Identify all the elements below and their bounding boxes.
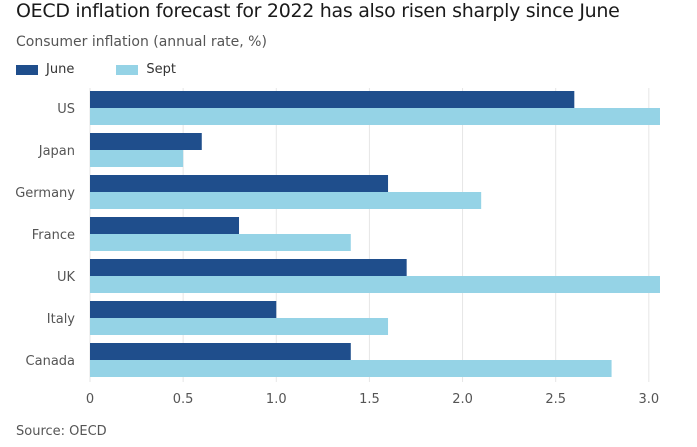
legend-label-sept: Sept [146,62,176,77]
y-tick-label: UK [57,270,76,285]
y-tick-label: Italy [47,312,76,327]
legend-swatch-sept [116,64,139,75]
chart-title: OECD inflation forecast for 2022 has als… [16,0,620,22]
y-tick-label: US [57,102,75,117]
source-note: Source: OECD [16,424,107,439]
bar-sept-japan [90,150,184,167]
x-tick-label: 0 [86,392,94,407]
bar-sept-germany [90,192,482,209]
legend: June Sept [16,62,176,77]
bar-sept-canada [90,360,612,377]
x-tick-label: 1.5 [359,392,380,407]
bar-sept-us [90,108,660,125]
bar-june-italy [90,301,277,318]
x-tick-label: 2.0 [452,392,473,407]
bar-sept-italy [90,318,389,335]
y-tick-label: Canada [26,354,75,369]
bar-june-uk [90,259,407,276]
x-tick-label: 1.0 [266,392,287,407]
bar-june-canada [90,343,351,360]
x-tick-label: 0.5 [173,392,194,407]
x-tick-label: 2.5 [545,392,566,407]
y-tick-label: Germany [15,186,75,201]
bar-june-france [90,217,240,234]
bar-june-us [90,91,575,108]
y-tick-label: Japan [38,144,75,159]
bar-sept-uk [90,276,660,293]
legend-label-june: June [46,62,75,77]
x-tick-label: 3.0 [638,392,659,407]
bar-june-germany [90,175,389,192]
chart-subtitle: Consumer inflation (annual rate, %) [16,34,267,50]
bar-sept-france [90,234,351,251]
y-tick-label: France [32,228,75,243]
legend-swatch-june [16,64,38,75]
bar-june-japan [90,133,202,150]
